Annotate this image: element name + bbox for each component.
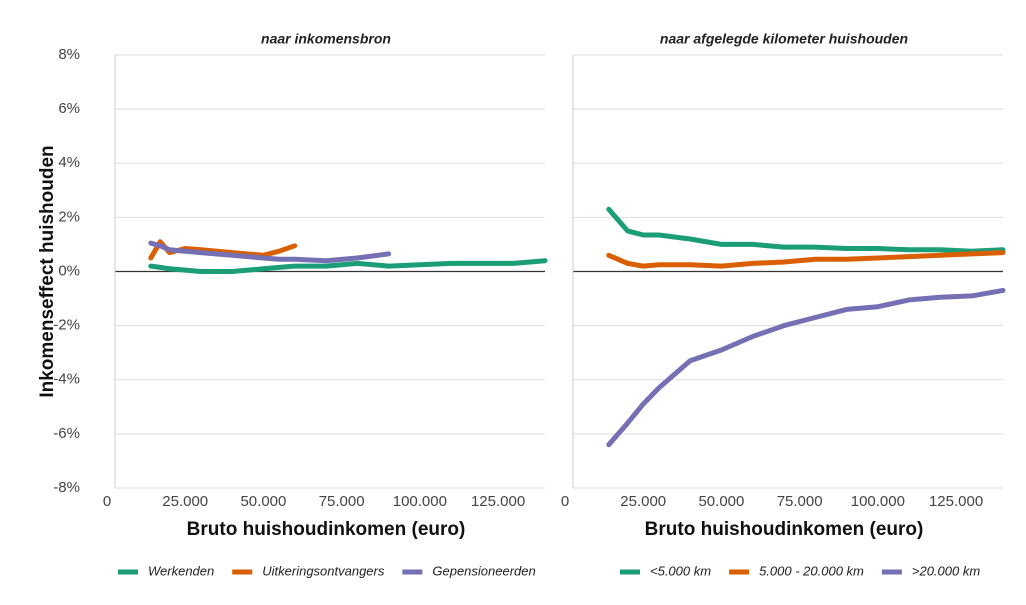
x-tick-label: 125.000	[929, 493, 983, 510]
series-line	[148, 240, 392, 264]
x-tick-label: 75.000	[319, 493, 365, 510]
x-tick-label: 100.000	[393, 493, 447, 510]
legend-label: Gepensioneerden	[432, 563, 535, 578]
legend-label: Werkenden	[148, 563, 214, 578]
y-tick-label: -4%	[53, 371, 80, 388]
y-tick-label: -8%	[53, 479, 80, 496]
x-tick-label: 125.000	[471, 493, 525, 510]
x-tick-label: 100.000	[851, 493, 905, 510]
y-tick-label: 6%	[58, 100, 80, 117]
series-line	[148, 258, 548, 274]
x-tick-label: 25.000	[620, 493, 666, 510]
x-tick-label: 25.000	[162, 493, 208, 510]
series-line	[606, 206, 1006, 254]
legend-label: Uitkeringsontvangers	[262, 563, 385, 578]
y-tick-label: 2%	[58, 208, 80, 225]
panel-title: naar afgelegde kilometer huishouden	[660, 31, 908, 47]
panel-title: naar inkomensbron	[261, 31, 391, 47]
x-tick-label: 50.000	[240, 493, 286, 510]
legend-label: >20.000 km	[912, 563, 980, 578]
y-tick-label: 4%	[58, 154, 80, 171]
x-tick-label: 75.000	[777, 493, 823, 510]
y-tick-label: -2%	[53, 317, 80, 334]
y-axis-label: Inkomenseffect huishouden	[37, 145, 58, 397]
x-tick-label: 50.000	[698, 493, 744, 510]
legend-label: 5.000 - 20.000 km	[759, 563, 864, 578]
y-tick-label: 8%	[58, 46, 80, 63]
legend-label: <5.000 km	[650, 563, 711, 578]
series-line	[606, 250, 1006, 269]
x-axis-label: Bruto huishoudinkomen (euro)	[645, 519, 924, 540]
y-tick-label: 0%	[58, 262, 80, 279]
x-axis-label: Bruto huishoudinkomen (euro)	[187, 519, 466, 540]
series-line	[606, 287, 1006, 448]
y-tick-label: -6%	[53, 425, 80, 442]
x-tick-label: 0	[103, 493, 111, 510]
x-tick-label: 0	[561, 493, 569, 510]
